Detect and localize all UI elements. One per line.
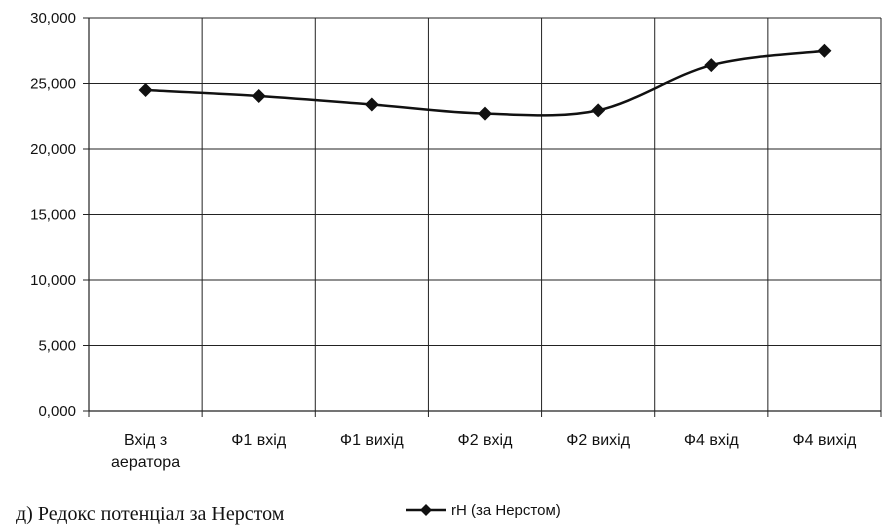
x-tick-label-line: Ф1 вхід (231, 432, 287, 449)
data-point-marker (364, 97, 379, 112)
y-tick-label: 15,000 (30, 207, 76, 224)
legend-marker-diamond-icon (420, 504, 432, 516)
x-tick-label-line: Вхід з (124, 432, 167, 449)
x-tick-label-line: Ф4 вихід (793, 432, 858, 449)
y-tick-label: 5,000 (38, 338, 76, 355)
data-point-marker (478, 106, 492, 121)
data-point-marker (251, 88, 266, 103)
data-point-marker (591, 103, 606, 118)
x-tick-label: Вхід з аератора (111, 432, 180, 471)
x-tick-label-line: Ф2 вхід (458, 432, 514, 449)
axes (83, 17, 882, 417)
y-tick-label: 10,000 (30, 272, 76, 289)
x-tick-label-line: аератора (111, 454, 180, 471)
y-tick-label: 25,000 (30, 76, 76, 93)
x-tick-label: Ф4 вихід (793, 432, 858, 449)
x-tick-label: Ф2 вихід (566, 432, 631, 449)
x-tick-label-line: Ф2 вихід (566, 432, 631, 449)
data-point-marker (138, 83, 153, 98)
legend-label: rH (за Нерстом) (451, 502, 561, 519)
y-tick-label: 0,000 (38, 403, 76, 420)
y-tick-label: 20,000 (30, 141, 76, 158)
x-tick-labels: Вхід з аератора Ф1 вхід Ф1 вихід Ф2 вхід Ф2 в… (111, 432, 857, 471)
x-tick-label: Ф1 вихід (340, 432, 405, 449)
x-tick-label-line: Ф4 вхід (684, 432, 740, 449)
y-tick-labels: 0,000 5,000 10,000 15,000 20,000 25,000 30,000 (30, 10, 76, 420)
x-tick-label: Ф2 вхід (458, 432, 514, 449)
x-tick-label-line: Ф1 вихід (340, 432, 405, 449)
legend: rH (за Нерстом) (406, 502, 561, 519)
series-markers (138, 43, 832, 121)
x-tick-label: Ф4 вхід (684, 432, 740, 449)
chart-caption: д) Редокс потенціал за Нерстом (16, 503, 285, 525)
data-point-marker (704, 58, 719, 73)
data-point-marker (817, 43, 832, 58)
y-tick-label: 30,000 (30, 10, 76, 27)
grid-lines (89, 17, 882, 411)
x-tick-label: Ф1 вхід (231, 432, 287, 449)
